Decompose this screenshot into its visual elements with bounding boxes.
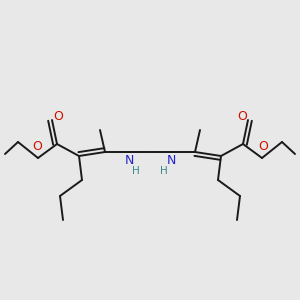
Text: N: N: [124, 154, 134, 167]
Text: H: H: [132, 166, 140, 176]
Text: O: O: [237, 110, 247, 124]
Text: O: O: [32, 140, 42, 152]
Text: O: O: [53, 110, 63, 124]
Text: H: H: [160, 166, 168, 176]
Text: N: N: [166, 154, 176, 167]
Text: O: O: [258, 140, 268, 152]
